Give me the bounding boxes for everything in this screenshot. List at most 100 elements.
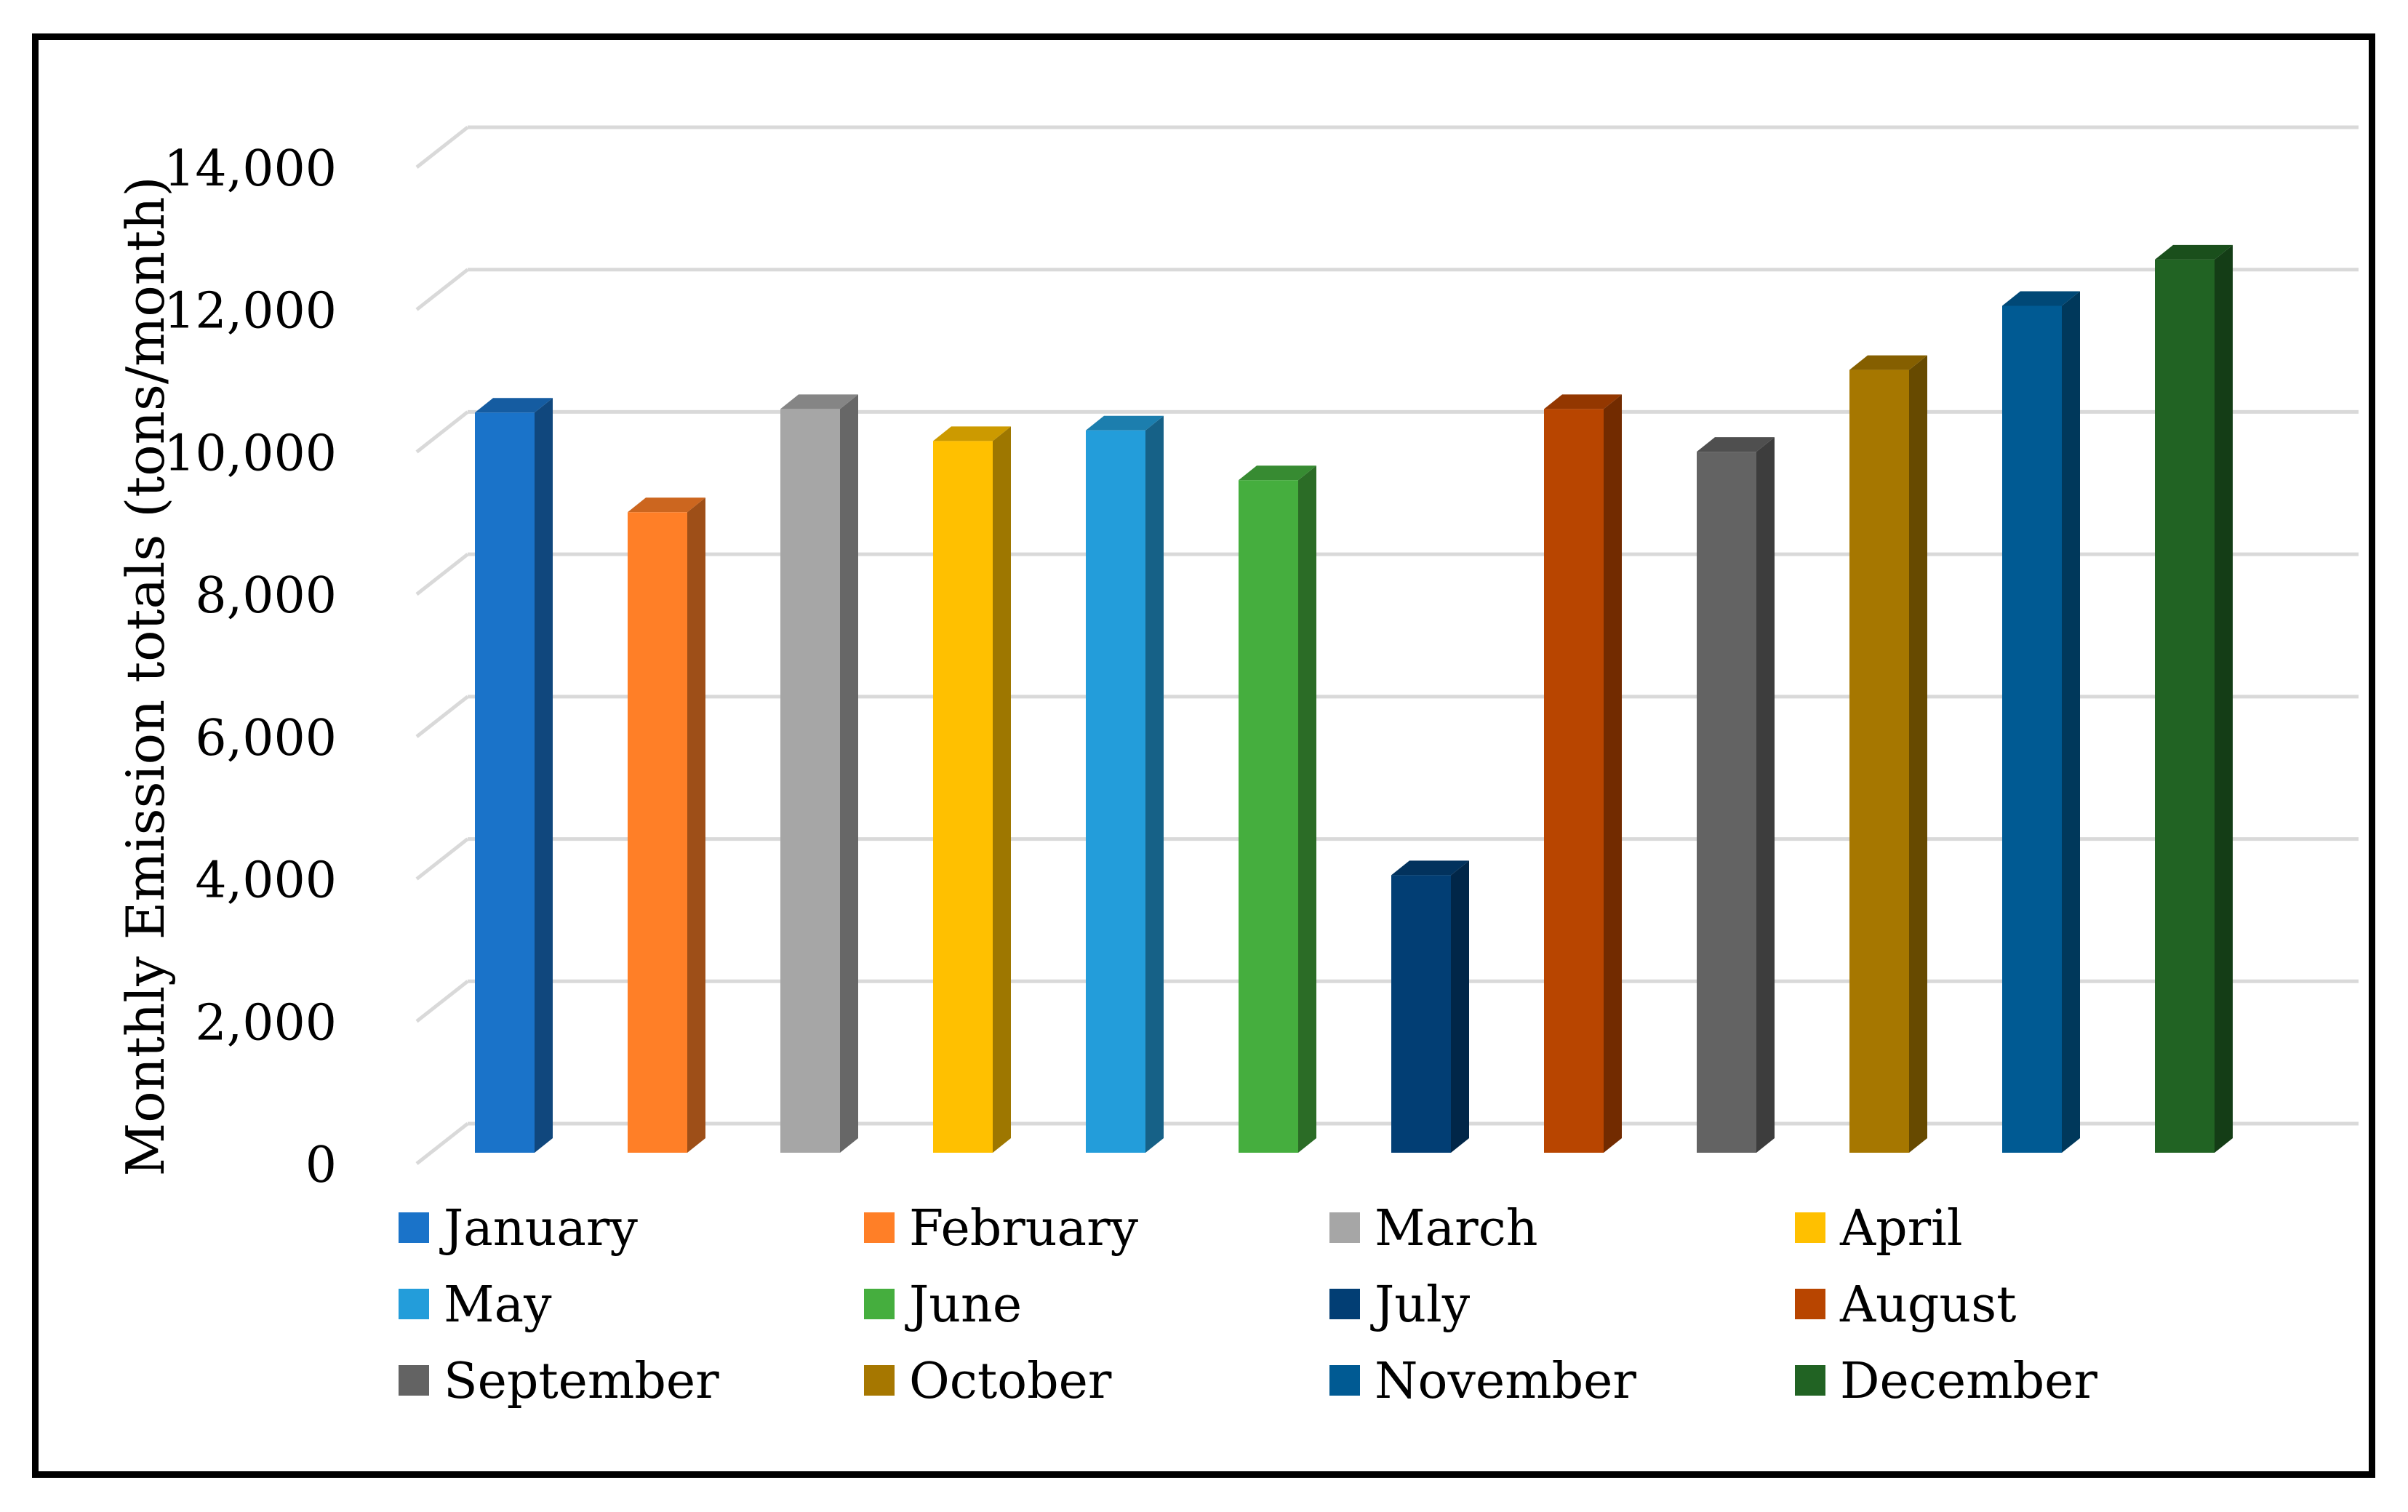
y-tick-label: 2,000 — [195, 994, 337, 1052]
bar-front — [1086, 430, 1145, 1153]
bar-side — [1145, 415, 1164, 1153]
bar-front — [1239, 480, 1298, 1153]
gridline-depth — [415, 553, 469, 596]
bar-side — [2215, 244, 2233, 1153]
legend-label: June — [905, 1276, 1022, 1334]
bar-front — [475, 412, 535, 1153]
bar-top — [780, 394, 858, 409]
legend-swatch — [1329, 1212, 1360, 1243]
legend-item-august: August — [1795, 1276, 2016, 1334]
legend-label: February — [909, 1200, 1139, 1257]
legend-swatch — [1795, 1289, 1825, 1319]
legend-swatch — [864, 1289, 895, 1319]
legend-item-october: October — [864, 1353, 1112, 1410]
legend: January February March April May June July Augu… — [399, 1200, 2097, 1410]
bar-top — [1544, 394, 1622, 409]
gridline-depth — [415, 268, 469, 311]
bar-side — [993, 426, 1011, 1153]
bar-november — [2002, 291, 2080, 1153]
bar-front — [1697, 452, 1756, 1153]
bar-front — [780, 409, 840, 1153]
legend-item-april: April — [1795, 1200, 1963, 1257]
y-tick-label: 8,000 — [195, 567, 337, 625]
bar-side — [1909, 355, 1927, 1153]
legend-label: August — [1839, 1276, 2016, 1334]
gridline-depth — [415, 1122, 469, 1165]
gridline-depth — [415, 837, 469, 881]
bar-top — [1849, 355, 1927, 370]
gridline-depth — [415, 695, 469, 738]
bar-top — [475, 398, 553, 413]
bar-september — [1697, 437, 1775, 1153]
bar-front — [2002, 305, 2062, 1153]
legend-label: November — [1375, 1353, 1636, 1410]
bar-side — [687, 497, 705, 1153]
bar-side — [1756, 437, 1775, 1153]
bar-front — [2155, 259, 2215, 1153]
bar-may — [1086, 415, 1164, 1153]
legend-swatch — [1329, 1289, 1360, 1319]
bar-top — [2155, 244, 2233, 260]
legend-label: March — [1375, 1200, 1538, 1257]
legend-label: April — [1839, 1200, 1963, 1257]
y-tick-label: 6,000 — [195, 710, 337, 767]
legend-label: May — [444, 1276, 552, 1334]
legend-label: October — [909, 1353, 1112, 1410]
gridline-depth — [415, 980, 469, 1023]
legend-label: July — [1370, 1276, 1471, 1334]
bar-front — [1849, 369, 1909, 1153]
bar-side — [840, 394, 858, 1153]
bar-side — [1298, 465, 1316, 1153]
bar-side — [1451, 860, 1469, 1153]
bar-august — [1544, 394, 1622, 1153]
y-tick-label: 14,000 — [164, 140, 337, 198]
legend-item-may: May — [399, 1276, 552, 1334]
y-tick-label: 10,000 — [164, 425, 337, 482]
bar-december — [2155, 244, 2233, 1153]
gridline-depth — [415, 126, 469, 169]
legend-item-december: December — [1795, 1353, 2097, 1410]
y-tick-label: 12,000 — [164, 283, 337, 340]
legend-item-february: February — [864, 1200, 1139, 1257]
legend-item-november: November — [1329, 1353, 1636, 1410]
bar-april — [933, 426, 1011, 1153]
bar-june — [1239, 465, 1316, 1153]
y-tick-label: 4,000 — [195, 852, 337, 910]
legend-item-june: June — [864, 1276, 1022, 1334]
legend-swatch — [1795, 1365, 1825, 1396]
legend-swatch — [864, 1212, 895, 1243]
legend-item-september: September — [399, 1353, 719, 1410]
bars — [475, 244, 2233, 1153]
bar-top — [1697, 437, 1775, 452]
legend-swatch — [864, 1365, 895, 1396]
bar-chart: 02,0004,0006,0008,00010,00012,00014,000 … — [115, 125, 2359, 1410]
bar-february — [628, 497, 705, 1153]
bar-top — [628, 497, 705, 513]
y-axis-ticks: 0 2,000 4,000 6,000 8,000 10,000 12,000 14,000 — [164, 140, 337, 1194]
bar-front — [1391, 875, 1451, 1153]
bar-january — [475, 398, 553, 1153]
bar-march — [780, 394, 858, 1153]
bar-side — [1604, 394, 1622, 1153]
bar-side — [535, 398, 553, 1153]
bar-side — [2062, 291, 2080, 1153]
legend-swatch — [1795, 1212, 1825, 1243]
gridline-depth — [415, 410, 469, 454]
y-axis-title: Monthly Emission totals (tons/month) — [115, 176, 176, 1176]
bar-top — [2002, 291, 2080, 306]
bar-front — [933, 441, 993, 1153]
y-tick-label: 0 — [305, 1137, 337, 1194]
legend-item-march: March — [1329, 1200, 1538, 1257]
bar-top — [1239, 465, 1316, 481]
bar-top — [1391, 860, 1469, 876]
legend-item-january: January — [399, 1200, 638, 1257]
legend-label: January — [439, 1200, 638, 1257]
bar-top — [933, 426, 1011, 441]
bar-top — [1086, 415, 1164, 431]
legend-label: December — [1840, 1353, 2097, 1410]
bar-front — [628, 512, 687, 1153]
bar-october — [1849, 355, 1927, 1153]
legend-swatch — [399, 1289, 429, 1319]
bar-july — [1391, 860, 1469, 1153]
legend-item-july: July — [1329, 1276, 1471, 1334]
